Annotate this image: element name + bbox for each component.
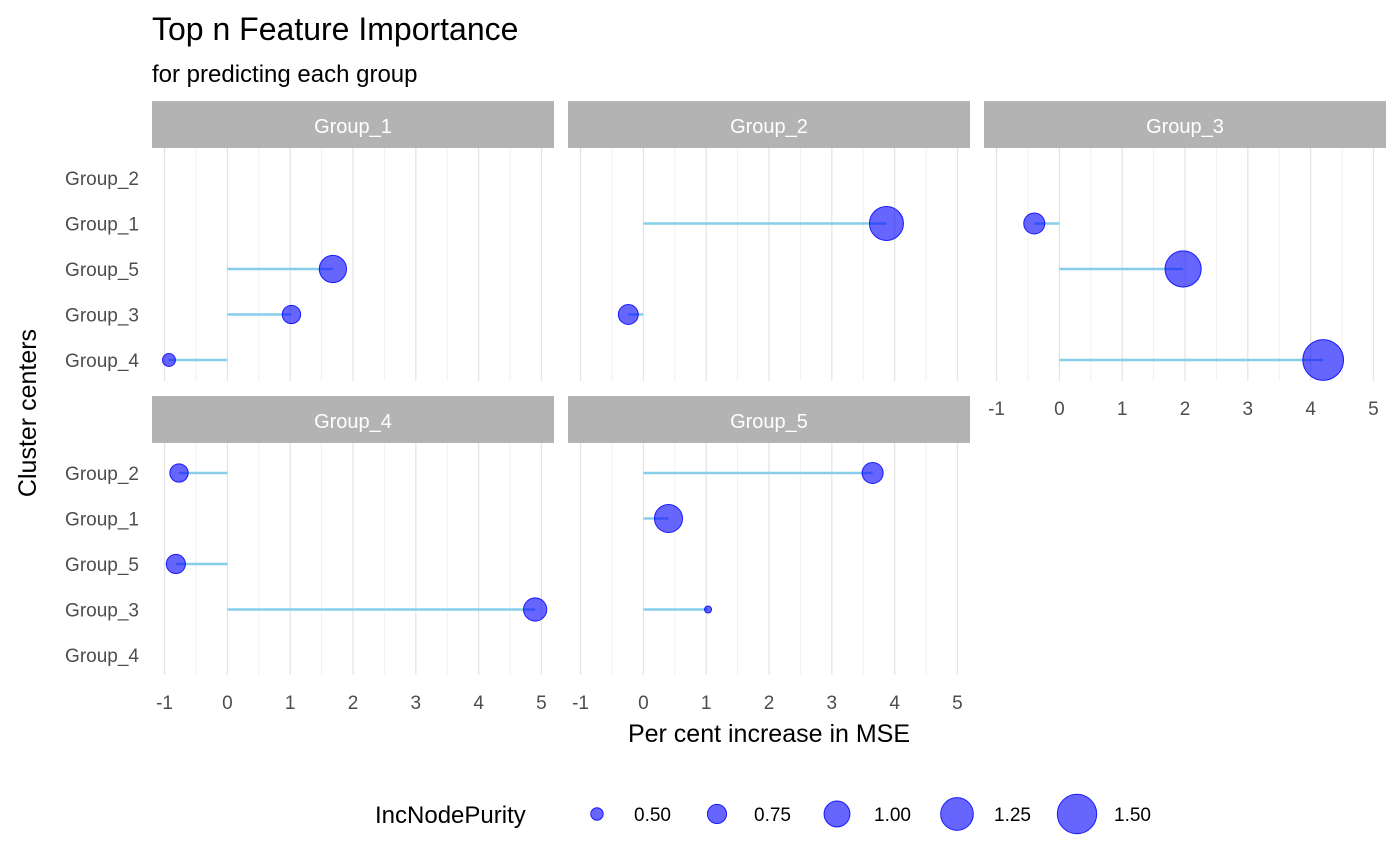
y-tick-label: Group_1	[65, 215, 139, 236]
facet-panels: Group_1Group_2Group_1Group_5Group_3Group…	[65, 101, 1386, 714]
facet-strip-label: Group_5	[730, 411, 808, 433]
legend-key-label: 1.00	[874, 805, 911, 826]
facet-panel-group-2: Group_2	[568, 101, 970, 381]
y-tick-label: Group_1	[65, 510, 139, 531]
data-point	[1302, 339, 1345, 381]
size-legend: IncNodePurity 0.50 0.75 1.00 1.25 1.50	[375, 793, 1151, 835]
data-point	[165, 553, 186, 575]
legend-key-circle	[1056, 793, 1098, 835]
x-tick-label: 0	[1054, 399, 1065, 420]
x-tick-label: 4	[889, 693, 900, 714]
y-tick-label: Group_2	[65, 169, 139, 190]
facet-panel-group-1: Group_1 Group_2 Group_1 Group_5 Group_3 Group…	[65, 101, 554, 381]
y-tick-label: Group_5	[65, 260, 139, 281]
legend-key-circle	[706, 803, 728, 825]
x-tick-label: 1	[285, 693, 296, 714]
x-tick-label: 2	[1180, 399, 1191, 420]
legend-key: 1.50	[1056, 793, 1151, 835]
legend-key-label: 0.50	[634, 805, 671, 826]
facet-strip-label: Group_2	[730, 116, 808, 138]
facet-strip	[152, 396, 554, 443]
data-point	[523, 597, 548, 622]
y-tick-label: Group_3	[65, 306, 139, 327]
facet-strip	[152, 101, 554, 148]
chart-title: Top n Feature Importance	[152, 11, 518, 47]
legend-key-label: 0.75	[754, 805, 791, 826]
facet-strip	[568, 396, 970, 443]
data-point	[318, 254, 348, 284]
legend-key: 0.50	[590, 805, 671, 826]
y-tick-label: Group_3	[65, 601, 139, 622]
y-tick-label: Group_5	[65, 555, 139, 576]
legend-title: IncNodePurity	[375, 802, 526, 829]
legend-key-circle	[823, 800, 851, 828]
legend-key-circle	[940, 797, 974, 831]
legend-key: 1.25	[940, 797, 1031, 831]
data-point	[169, 463, 189, 483]
data-point	[1023, 212, 1046, 235]
x-tick-label: -1	[156, 693, 173, 714]
legend-key: 1.00	[823, 800, 911, 828]
facet-strip-label: Group_3	[1146, 116, 1224, 138]
facet-strip	[984, 101, 1386, 148]
y-tick-label: Group_4	[65, 351, 139, 372]
x-tick-label: -1	[572, 693, 589, 714]
x-tick-label: 3	[1243, 399, 1254, 420]
x-tick-label: 2	[764, 693, 775, 714]
y-tick-label: Group_4	[65, 646, 139, 667]
legend-key-label: 1.50	[1114, 805, 1151, 826]
data-point	[868, 206, 904, 241]
data-point	[861, 461, 884, 485]
x-tick-label: 5	[1368, 399, 1379, 420]
x-tick-label: 0	[222, 693, 233, 714]
x-tick-label: 3	[411, 693, 422, 714]
legend-key-circle	[590, 807, 604, 821]
facet-panel-group-3: Group_3 -1 0 1 2 3 4 5	[984, 101, 1386, 420]
x-tick-label: 0	[638, 693, 649, 714]
x-tick-label: 1	[1117, 399, 1128, 420]
x-axis-title: Per cent increase in MSE	[628, 720, 910, 748]
legend-key: 0.75	[706, 803, 791, 826]
facet-strip-label: Group_1	[314, 116, 392, 138]
y-axis-title: Cluster centers	[14, 329, 42, 497]
x-tick-label: 1	[701, 693, 712, 714]
x-tick-label: 5	[952, 693, 963, 714]
facet-panel-group-5: Group_5 -1 0 1 2 3 4 5	[568, 396, 970, 714]
x-tick-label: 3	[827, 693, 838, 714]
x-tick-label: 4	[473, 693, 484, 714]
facet-panel-group-4: Group_4 Group_2 Group_1 Group_5 Group_3 Group…	[65, 396, 554, 714]
facet-strip	[568, 101, 970, 148]
x-tick-label: -1	[988, 399, 1005, 420]
x-tick-label: 2	[348, 693, 359, 714]
x-tick-label: 5	[536, 693, 547, 714]
y-tick-label: Group_2	[65, 464, 139, 485]
facet-strip-label: Group_4	[314, 411, 392, 433]
data-point	[161, 353, 176, 367]
legend-key-label: 1.25	[994, 805, 1031, 826]
chart-subtitle: for predicting each group	[152, 61, 418, 88]
data-point	[281, 304, 302, 325]
data-point	[1164, 250, 1202, 288]
data-point	[704, 605, 713, 614]
data-point	[653, 503, 684, 534]
data-point	[617, 304, 639, 325]
x-tick-label: 4	[1305, 399, 1316, 420]
